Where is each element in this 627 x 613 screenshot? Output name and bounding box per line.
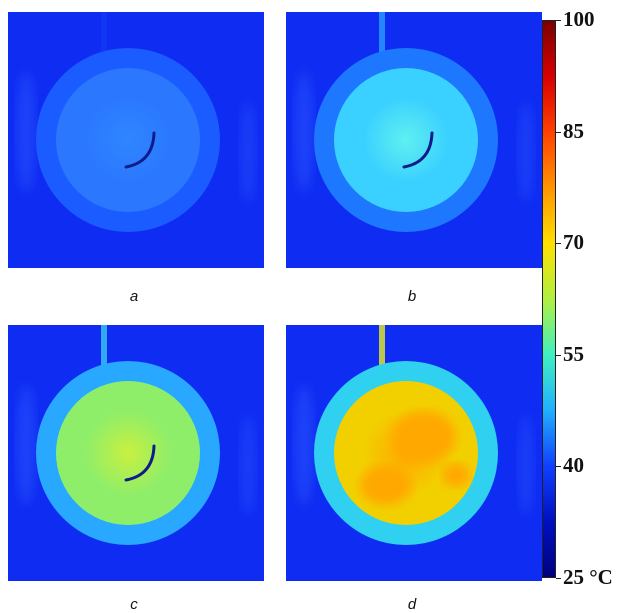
background-streak — [240, 102, 256, 202]
hot-spot — [360, 465, 412, 505]
thermocouple-probe — [124, 444, 156, 482]
caption-a: a — [129, 288, 139, 305]
hot-region — [56, 381, 200, 525]
background-streak — [518, 415, 534, 515]
feed-tube — [101, 325, 107, 385]
colorbar-tick-label: 25 °C — [563, 565, 613, 589]
background-streak — [518, 102, 534, 202]
colorbar-tick — [556, 355, 561, 356]
feed-tube — [379, 325, 385, 385]
hot-spot — [392, 411, 456, 463]
background-streak — [240, 415, 256, 515]
thermal-image-a — [8, 12, 264, 268]
feed-tube — [101, 12, 107, 72]
temperature-colorbar — [542, 20, 556, 578]
background-streak — [16, 72, 36, 192]
colorbar-tick-label: 85 — [563, 119, 584, 143]
background-streak — [294, 72, 314, 192]
feed-tube — [379, 12, 385, 72]
caption-b: b — [407, 288, 417, 305]
colorbar-tick-label: 55 — [563, 342, 584, 366]
thermocouple-probe — [124, 131, 156, 169]
thermal-svg-b — [286, 12, 542, 268]
caption-c: c — [130, 596, 138, 613]
hot-region — [334, 68, 478, 212]
thermocouple-probe — [402, 131, 434, 169]
thermal-image-b — [286, 12, 542, 268]
colorbar-tick — [556, 466, 561, 467]
thermal-svg-a — [8, 12, 264, 268]
thermal-image-c — [8, 325, 264, 581]
background-streak — [294, 385, 314, 505]
colorbar-tick — [556, 578, 561, 579]
colorbar-tick-label: 40 — [563, 453, 584, 477]
colorbar-tick-label: 70 — [563, 230, 584, 254]
hot-region — [56, 68, 200, 212]
hot-spot — [442, 463, 470, 487]
colorbar-tick-label: 100 — [563, 7, 595, 31]
colorbar-tick — [556, 132, 561, 133]
thermal-image-d — [286, 325, 542, 581]
thermal-svg-c — [8, 325, 264, 581]
colorbar-tick — [556, 20, 561, 21]
caption-d: d — [407, 596, 417, 613]
colorbar-tick — [556, 243, 561, 244]
background-streak — [16, 385, 36, 505]
thermal-svg-d — [286, 325, 542, 581]
